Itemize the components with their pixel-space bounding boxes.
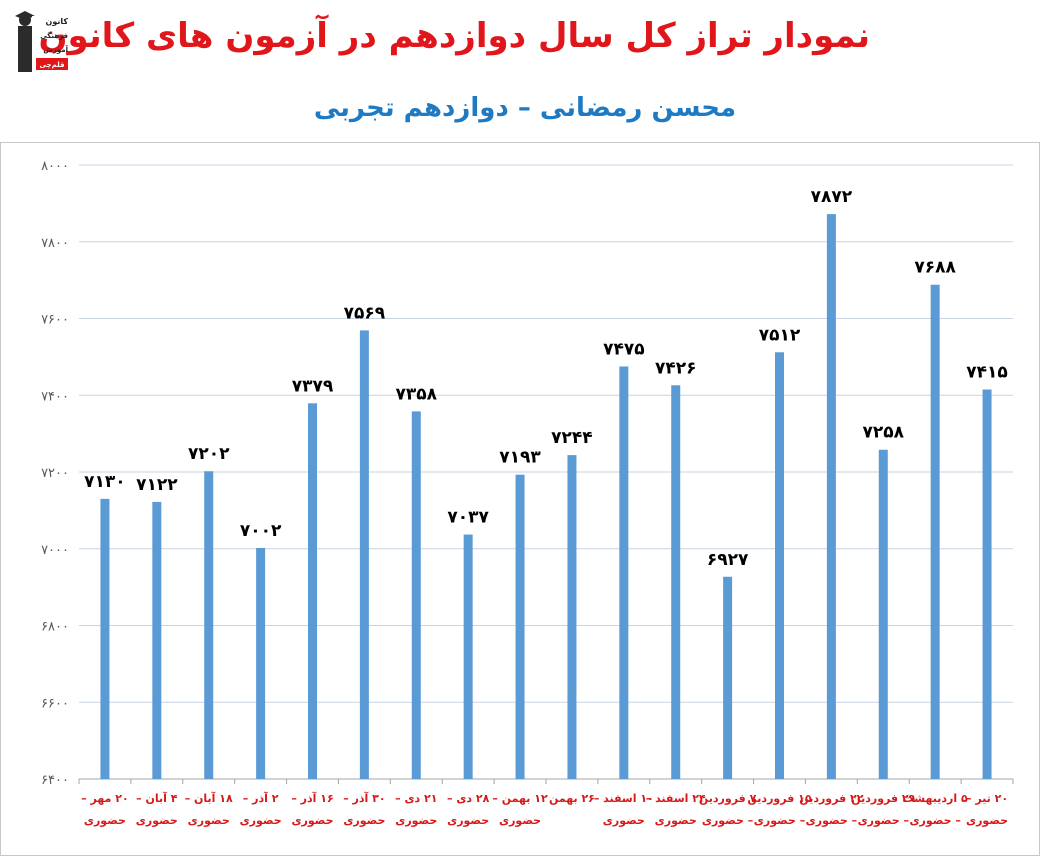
x-tick-label: ۲۹ فروردین: [851, 792, 915, 805]
data-label: ۷۰۰۲: [240, 521, 282, 541]
svg-text:فرهنگی: فرهنگی: [40, 31, 68, 40]
x-tick-label: ۵ اردیبهشت: [903, 792, 968, 805]
bar: [878, 449, 888, 779]
x-tick-label: حضوری: [603, 814, 645, 827]
data-label: ۶۹۲۷: [707, 550, 749, 570]
x-tick-label: حضوری: [447, 814, 489, 827]
x-tick-label: حضوری: [395, 814, 437, 827]
y-tick-label: ۷۲۰۰: [41, 466, 69, 481]
data-label: ۷۱۲۲: [136, 475, 178, 495]
bar: [515, 474, 525, 779]
data-label: ۷۲۴۴: [551, 428, 593, 448]
x-tick-label: – حضوری: [806, 814, 857, 827]
x-tick-label: ۲۲ فروردین: [799, 792, 863, 805]
x-tick-label: حضوری: [966, 814, 1008, 827]
data-label: ۷۵۶۹: [344, 303, 386, 323]
data-label: ۷۴۱۵: [966, 362, 1008, 382]
x-tick-label: ۲۰ مهر –: [81, 792, 129, 805]
y-tick-label: ۶۸۰۰: [41, 620, 69, 635]
bar: [671, 385, 681, 779]
bar: [411, 411, 421, 779]
x-tick-label: ۲ آذر –: [243, 791, 279, 805]
data-label: ۷۳۵۸: [396, 384, 438, 404]
bar: [723, 576, 733, 779]
x-tick-label: حضوری: [84, 814, 126, 827]
x-tick-label: ۱۸ آبان –: [185, 791, 233, 805]
x-tick-label: حضوری: [499, 814, 541, 827]
bar: [930, 284, 940, 779]
bar: [359, 330, 369, 779]
x-tick-label: حضوری: [240, 814, 282, 827]
bar: [567, 455, 577, 779]
data-label: ۷۳۷۹: [292, 376, 334, 396]
x-tick-label: ۲۴ اسفند –: [646, 792, 706, 805]
data-label: ۷۸۷۲: [811, 187, 853, 207]
x-tick-label: – حضوری: [754, 814, 805, 827]
x-tick-label: ۲۱ دی –: [395, 792, 437, 805]
x-tick-label: حضوری: [291, 814, 333, 827]
bar: [826, 214, 836, 779]
y-tick-label: ۶۶۰۰: [41, 696, 69, 711]
x-tick-label: ۱۶ آذر –: [291, 791, 333, 805]
data-label: ۷۲۵۸: [863, 423, 905, 443]
bar: [463, 534, 473, 779]
bar: [100, 498, 110, 779]
bar: [152, 501, 162, 779]
x-tick-label: ۲۸ دی –: [447, 792, 490, 805]
bar: [256, 547, 266, 779]
svg-text:قلم‌چی: قلم‌چی: [39, 61, 64, 69]
x-tick-label: ۲۰ تیر –: [966, 792, 1008, 805]
x-tick-label: ۱۲ بهمن –: [492, 792, 548, 805]
data-label: ۷۲۰۲: [188, 444, 230, 464]
x-tick-label: حضوری: [188, 814, 230, 827]
x-tick-label: ۴ آبان –: [136, 791, 178, 805]
y-tick-label: ۷۸۰۰: [41, 236, 69, 251]
y-tick-label: ۷۶۰۰: [41, 313, 69, 328]
x-tick-label: – حضوری: [702, 814, 753, 827]
y-tick-label: ۸۰۰۰: [41, 159, 69, 174]
y-tick-label: ۷۰۰۰: [41, 543, 69, 558]
data-label: ۷۱۳۰: [84, 472, 126, 492]
x-tick-label: ۱۵ فروردین: [747, 792, 811, 805]
data-label: ۷۴۲۶: [655, 358, 697, 378]
chart-subtitle: محسن رمضانی – دوازدهم تجربی: [313, 93, 737, 123]
bar: [775, 352, 784, 779]
data-label: ۷۴۷۵: [603, 339, 645, 359]
x-tick-label: – حضوری: [909, 814, 960, 827]
y-tick-label: ۷۴۰۰: [41, 389, 69, 404]
bar: [619, 366, 629, 779]
svg-text:آموزش: آموزش: [43, 45, 68, 54]
svg-text:کانون: کانون: [45, 17, 68, 26]
data-label: ۷۱۹۳: [499, 448, 541, 468]
x-tick-label: ۷ فروردین: [699, 792, 757, 805]
x-tick-label: – حضوری: [858, 814, 909, 827]
x-tick-label: ۳۰ آذر –: [343, 791, 385, 805]
bar: [308, 403, 317, 779]
data-label: ۷۶۸۸: [914, 258, 956, 278]
bar-chart: ۶۴۰۰ ۶۶۰۰ ۶۸۰۰ ۷۰۰۰ ۷۲۰۰ ۷۴۰۰ ۷۶۰۰ ۷۸۰۰ ۸۰۰۰ ۷۱۳۰…: [41, 159, 1014, 827]
bar: [982, 389, 992, 779]
kanoon-logo: کانون فرهنگی آموزش قلم‌چی: [15, 11, 69, 72]
data-label: ۷۰۳۷: [447, 508, 489, 528]
data-label: ۷۵۱۲: [759, 325, 801, 345]
y-tick-label: ۶۴۰۰: [41, 773, 69, 788]
x-tick-label: حضوری: [136, 814, 178, 827]
chart-title: نمودار تراز کل سال دوازدهم در آزمون های …: [38, 16, 871, 56]
bar: [204, 471, 214, 779]
x-tick-label: ۱۰ اسفند –: [594, 792, 654, 805]
x-tick-label: حضوری: [655, 814, 697, 827]
x-tick-label: ۲۶ بهمن: [549, 792, 595, 805]
x-tick-label: حضوری: [343, 814, 385, 827]
chart-area: ۶۴۰۰ ۶۶۰۰ ۶۸۰۰ ۷۰۰۰ ۷۲۰۰ ۷۴۰۰ ۷۶۰۰ ۷۸۰۰ ۸۰۰۰ ۷۱۳۰…: [0, 142, 1040, 856]
